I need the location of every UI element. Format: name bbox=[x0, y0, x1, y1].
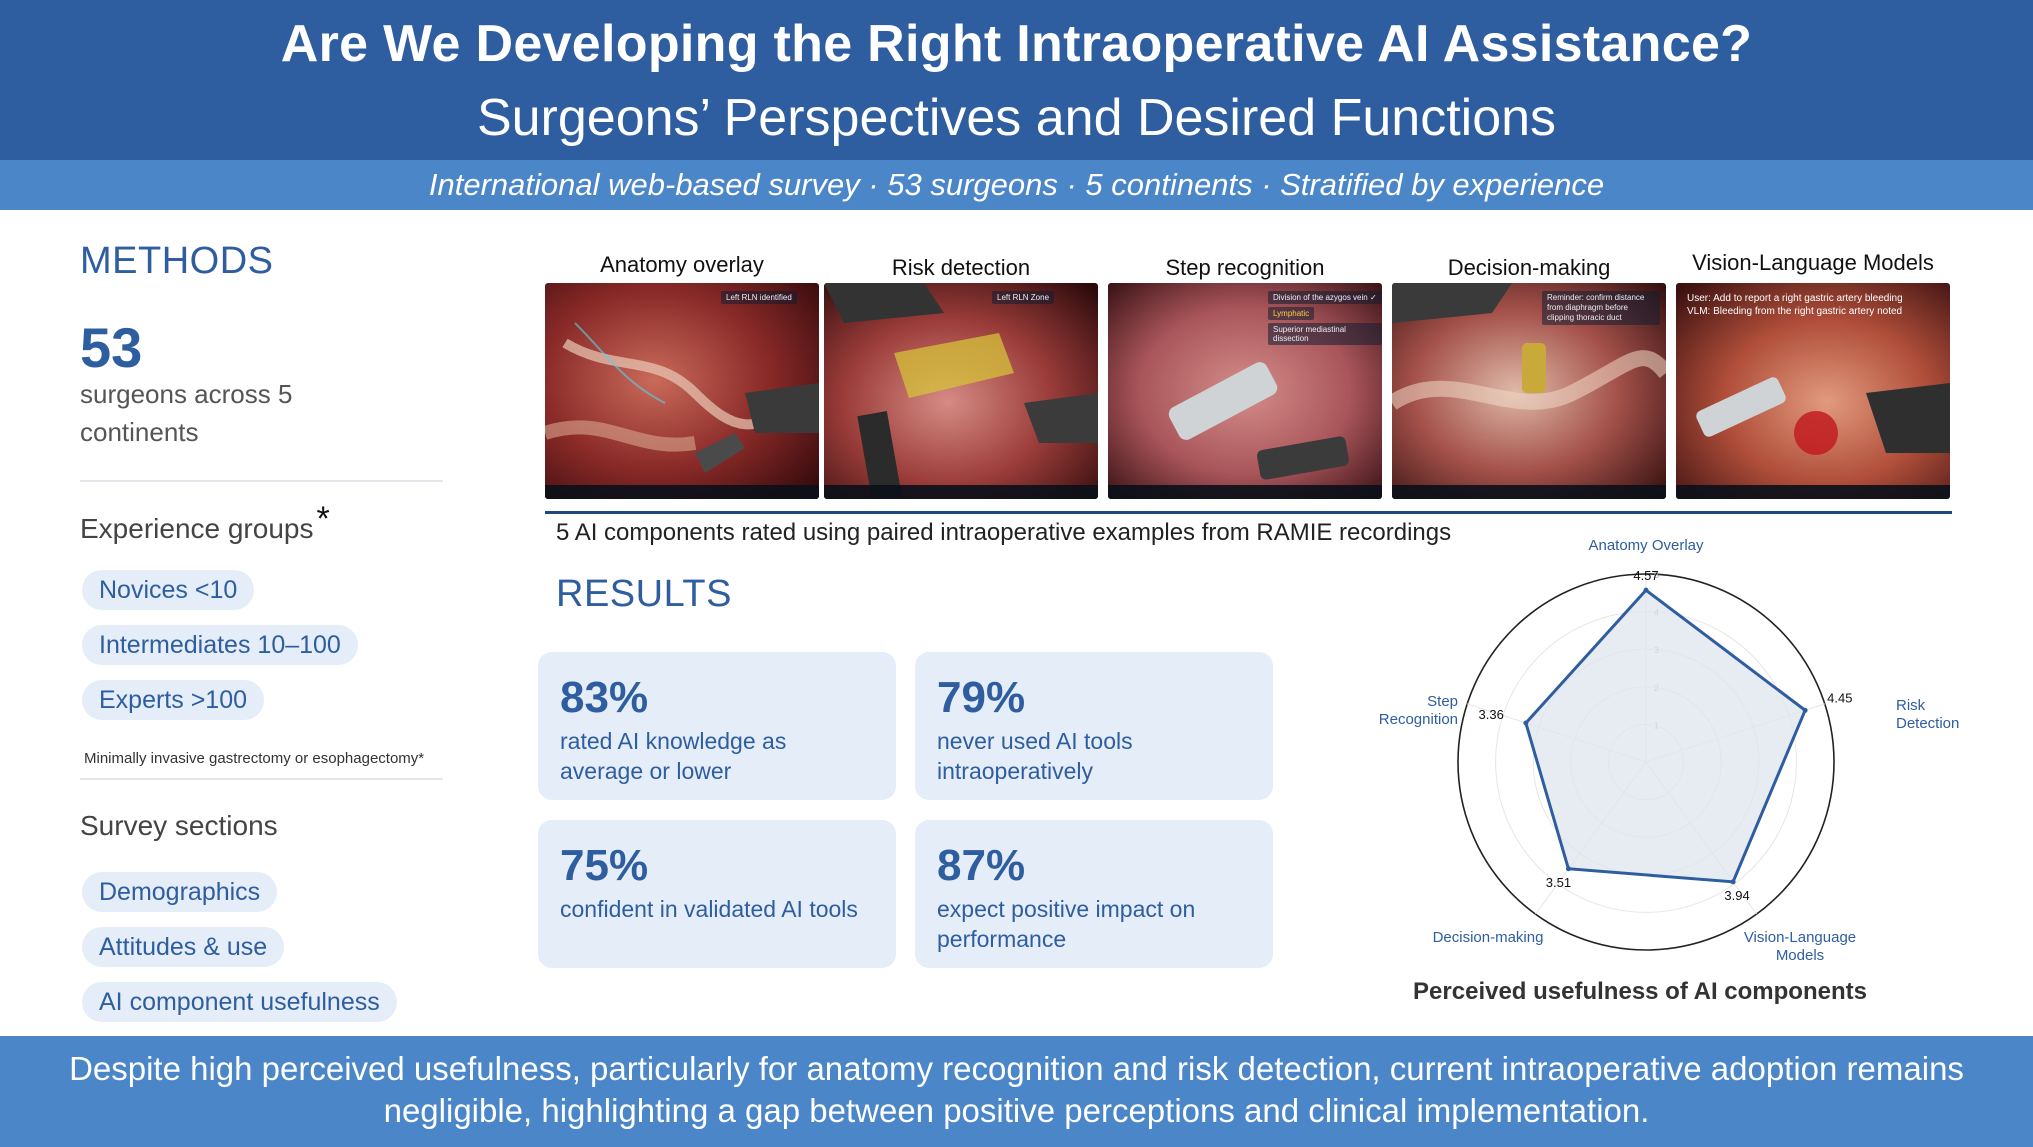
surgical-image-step: Division of the azygos vein ✓ Lymphatic … bbox=[1108, 283, 1382, 499]
overlay-tag: Lymphatic bbox=[1268, 307, 1315, 320]
radar-value-label: 4.45 bbox=[1827, 690, 1852, 705]
conclusion-banner: Despite high perceived usefulness, parti… bbox=[0, 1036, 2033, 1147]
radar-value-label: 3.51 bbox=[1546, 875, 1571, 890]
chart-title: Perceived usefulness of AI components bbox=[1413, 978, 1867, 1005]
radar-series-polygon bbox=[1524, 588, 1807, 884]
pill-demographics: Demographics bbox=[82, 872, 278, 912]
stat-description: never used AI tools intraoperatively bbox=[937, 728, 1133, 784]
radar-axis-label: Step bbox=[1427, 693, 1458, 710]
radar-axis-label: Anatomy Overlay bbox=[1588, 537, 1704, 554]
stat-description: rated AI knowledge as average or lower bbox=[560, 728, 787, 784]
methods-heading: METHODS bbox=[80, 240, 274, 282]
panel-title-anatomy: Anatomy overlay bbox=[600, 252, 764, 277]
radar-axis-label: Recognition bbox=[1379, 711, 1458, 728]
radar-axis-label: Models bbox=[1776, 947, 1824, 964]
overlay-tag: Left RLN identified bbox=[721, 291, 797, 304]
pill-experts: Experts >100 bbox=[82, 680, 265, 720]
radar-value-label: 4.57 bbox=[1633, 568, 1658, 583]
divider bbox=[80, 480, 443, 482]
poster-subtitle: Surgeons’ Perspectives and Desired Funct… bbox=[476, 89, 1557, 147]
video-toolbar bbox=[1676, 485, 1950, 499]
stat-percent: 75% bbox=[560, 841, 649, 890]
radar-axis-label: Detection bbox=[1896, 715, 1959, 732]
pill-intermediates: Intermediates 10–100 bbox=[82, 625, 358, 665]
panels-caption: 5 AI components rated using paired intra… bbox=[556, 519, 1452, 546]
study-banner: International web-based survey · 53 surg… bbox=[0, 160, 2033, 210]
stat-card: 75% confident in validated AI tools bbox=[538, 820, 896, 968]
surgical-image-decision: Reminder: confirm distance from diaphrag… bbox=[1392, 283, 1666, 499]
pill-attitudes: Attitudes & use bbox=[82, 927, 285, 967]
stat-card: 79% never used AI tools intraoperatively bbox=[915, 652, 1273, 800]
overlay-tag: VLM: Bleeding from the right gastric art… bbox=[1687, 306, 1903, 317]
results-heading: RESULTS bbox=[556, 573, 732, 615]
radar-point bbox=[1643, 587, 1649, 593]
surgical-image-vlm: User: Add to report a right gastric arte… bbox=[1676, 283, 1950, 499]
overlay-tag: User: Add to report a right gastric arte… bbox=[1687, 293, 1903, 304]
pill-ai-usefulness: AI component usefulness bbox=[82, 982, 397, 1022]
poster-title: Are We Developing the Right Intraoperati… bbox=[280, 15, 1753, 73]
survey-heading: Survey sections bbox=[80, 810, 278, 841]
stat-percent: 79% bbox=[937, 673, 1026, 722]
radar-axis-label: Decision-making bbox=[1433, 929, 1544, 946]
panel-title-risk: Risk detection bbox=[891, 255, 1031, 280]
experience-heading: Experience groups* bbox=[80, 500, 330, 544]
surgeon-count-label: surgeons across 5 continents bbox=[80, 379, 293, 447]
pill-novices: Novices <10 bbox=[82, 570, 255, 610]
caption-divider bbox=[545, 511, 1952, 514]
video-toolbar bbox=[545, 485, 819, 499]
stat-percent: 83% bbox=[560, 673, 649, 722]
video-toolbar bbox=[1392, 485, 1666, 499]
surgical-image-anatomy: Left RLN identified bbox=[545, 283, 819, 499]
video-toolbar bbox=[1108, 485, 1382, 499]
radar-point bbox=[1523, 720, 1529, 726]
overlay-tag: Superior mediastinal dissection bbox=[1268, 323, 1382, 345]
methods-column: METHODS 53 surgeons across 5 continents … bbox=[80, 240, 450, 1022]
footnote: Minimally invasive gastrectomy or esopha… bbox=[84, 750, 425, 767]
stat-card: 87% expect positive impact on performanc… bbox=[915, 820, 1273, 968]
radar-axis-label: Risk bbox=[1896, 697, 1926, 714]
surgical-image-risk: Left RLN Zone bbox=[824, 283, 1098, 499]
panel-title-vlm: Vision-Language Models bbox=[1692, 250, 1934, 275]
divider bbox=[80, 778, 443, 780]
panel-title-decision: Decision-making bbox=[1447, 255, 1611, 280]
stat-card: 83% rated AI knowledge as average or low… bbox=[538, 652, 896, 800]
radar-value-label: 3.36 bbox=[1479, 707, 1504, 722]
stat-description: confident in validated AI tools bbox=[560, 896, 858, 922]
radar-point bbox=[1565, 866, 1571, 872]
surgeon-count: 53 bbox=[80, 316, 143, 379]
overlay-tag: Left RLN Zone bbox=[992, 291, 1055, 304]
panel-title-step: Step recognition bbox=[1165, 255, 1325, 280]
stat-description: expect positive impact on performance bbox=[937, 896, 1196, 952]
radar-value-label: 3.94 bbox=[1724, 888, 1749, 903]
asterisk: * bbox=[316, 500, 330, 538]
stat-percent: 87% bbox=[937, 841, 1026, 890]
header: Are We Developing the Right Intraoperati… bbox=[0, 0, 2033, 160]
ring-tick-label: 5 bbox=[1654, 570, 1659, 580]
radar-axis-label: Vision-Language bbox=[1744, 929, 1856, 946]
overlay-tag: Reminder: confirm distance from diaphrag… bbox=[1542, 291, 1660, 325]
overlay-tag: Division of the azygos vein ✓ bbox=[1268, 291, 1382, 304]
video-toolbar bbox=[824, 485, 1098, 499]
radar-point bbox=[1730, 879, 1736, 885]
radar-point bbox=[1802, 707, 1808, 713]
